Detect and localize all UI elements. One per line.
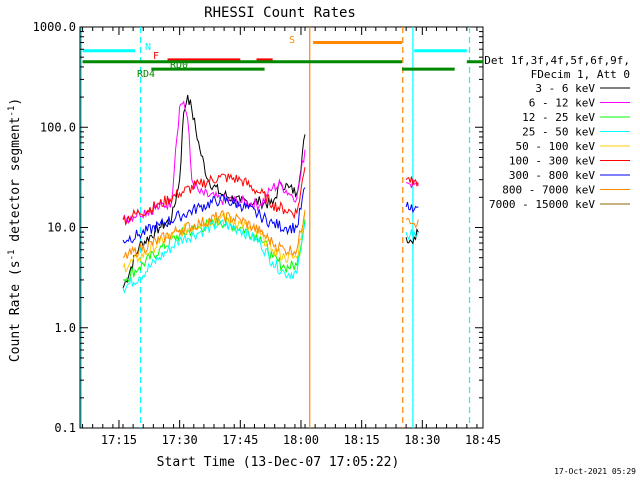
series-line bbox=[405, 227, 419, 245]
legend-header-line-2: FDecim 1, Att 0 bbox=[531, 68, 630, 81]
x-tick-label: 18:15 bbox=[344, 433, 380, 447]
x-tick-label: 17:30 bbox=[162, 433, 198, 447]
flag-label: S bbox=[289, 35, 295, 46]
series-line bbox=[122, 218, 306, 294]
series-line bbox=[122, 209, 306, 259]
footer-timestamp: 17-Oct-2021 05:29 bbox=[554, 467, 636, 476]
series-line bbox=[405, 229, 419, 241]
series-line bbox=[122, 100, 306, 225]
data-series bbox=[122, 94, 419, 294]
legend-entry-label: 6 - 12 keV bbox=[529, 97, 596, 110]
legend-entry-label: 25 - 50 keV bbox=[522, 126, 595, 139]
chart-title: RHESSI Count Rates bbox=[204, 5, 356, 21]
series-line bbox=[122, 94, 306, 289]
series-line bbox=[405, 217, 419, 229]
legend-entry-label: 100 - 300 keV bbox=[509, 155, 595, 168]
series-line bbox=[122, 187, 306, 244]
y-tick-label: 1000.0 bbox=[33, 20, 76, 34]
y-tick-label: 10.0 bbox=[47, 221, 76, 235]
legend-entry-label: 50 - 100 keV bbox=[516, 140, 596, 153]
series-line bbox=[122, 167, 306, 227]
legend-entry-label: 12 - 25 keV bbox=[522, 111, 595, 124]
x-tick-label: 18:30 bbox=[404, 433, 440, 447]
y-ticks: 0.1 1.0 10.0 100.0 1000.0 bbox=[33, 20, 483, 435]
x-axis-label: Start Time (13-Dec-07 17:05:22) bbox=[157, 455, 400, 470]
vertical-markers bbox=[80, 27, 471, 428]
legend-header-line-1: Det 1f,3f,4f,5f,6f,9f, bbox=[484, 54, 630, 67]
legend-entry-label: 3 - 6 keV bbox=[535, 82, 595, 95]
x-tick-label: 18:45 bbox=[465, 433, 501, 447]
series-line bbox=[405, 176, 419, 187]
y-tick-label: 1.0 bbox=[54, 321, 76, 335]
y-axis-label: Count Rate (s-1 detector segment-1) bbox=[7, 98, 23, 362]
legend: Det 1f,3f,4f,5f,6f,9f, FDecim 1, Att 0 3… bbox=[484, 54, 630, 211]
legend-entry-label: 300 - 800 keV bbox=[509, 169, 595, 182]
y-tick-label: 0.1 bbox=[54, 421, 76, 435]
legend-entry-label: 7000 - 15000 keV bbox=[489, 198, 595, 211]
legend-entry-label: 800 - 7000 keV bbox=[502, 184, 595, 197]
y-tick-label: 100.0 bbox=[40, 120, 76, 134]
flag-label: RD4 bbox=[137, 69, 155, 80]
flag-bars: NF S RD0 RD4 bbox=[82, 35, 483, 80]
flag-label: F bbox=[153, 51, 159, 62]
x-ticks: 17:15 17:30 17:45 18:00 18:15 18:30 18:45 bbox=[82, 27, 501, 447]
series-line bbox=[405, 201, 419, 214]
x-tick-label: 17:15 bbox=[101, 433, 137, 447]
flag-label: RD0 bbox=[170, 60, 188, 71]
x-tick-label: 17:45 bbox=[222, 433, 258, 447]
x-tick-label: 18:00 bbox=[283, 433, 319, 447]
series-line bbox=[122, 212, 306, 273]
flag-label: N bbox=[145, 42, 151, 53]
